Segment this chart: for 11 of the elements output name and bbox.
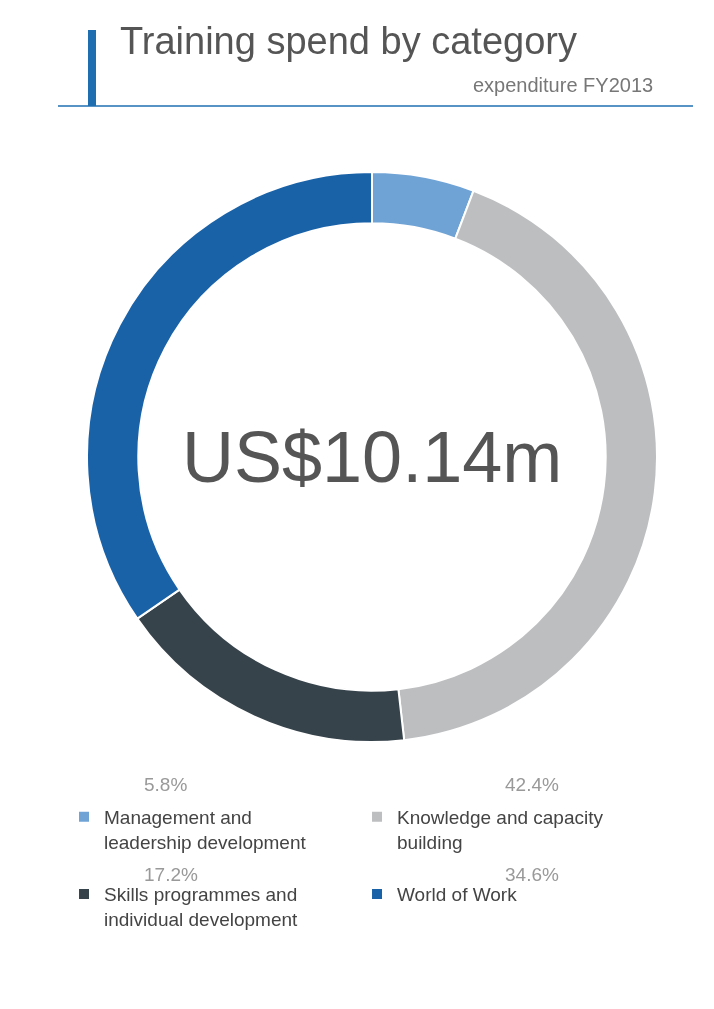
legend-label: Management and leadership development <box>104 807 307 853</box>
legend-label: Skills programmes and individual development <box>104 884 299 931</box>
data-label: 34.6% <box>505 864 559 885</box>
legend-label: Knowledge and capacity building <box>397 807 604 853</box>
chart-subtitle: expenditure FY2013 <box>473 74 654 96</box>
data-label: 17.2% <box>144 864 198 885</box>
data-label: 42.4% <box>505 774 559 795</box>
legend-label: World of Work <box>397 884 518 906</box>
chart-title: Training spend by category <box>120 20 577 62</box>
text: US$10.14m <box>182 417 563 497</box>
data-label: 5.8% <box>144 774 188 795</box>
